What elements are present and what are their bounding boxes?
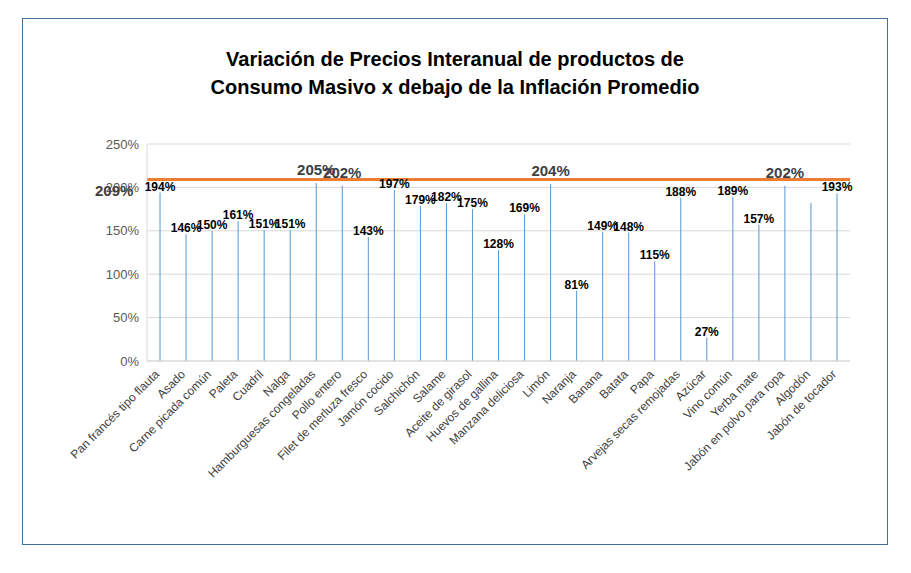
svg-text:169%: 169%: [509, 201, 540, 215]
svg-text:150%: 150%: [106, 223, 140, 238]
svg-text:100%: 100%: [106, 267, 140, 282]
svg-text:27%: 27%: [695, 325, 719, 339]
svg-text:197%: 197%: [379, 177, 410, 191]
svg-text:205%: 205%: [297, 161, 336, 179]
svg-text:143%: 143%: [353, 224, 384, 238]
svg-text:Cuadril: Cuadril: [230, 367, 267, 404]
svg-text:202%: 202%: [323, 164, 361, 181]
svg-text:50%: 50%: [113, 310, 139, 325]
svg-text:Jamón cocido: Jamón cocido: [334, 367, 397, 430]
svg-text:151%: 151%: [248, 216, 280, 231]
svg-text:128%: 128%: [483, 237, 514, 251]
svg-text:193%: 193%: [822, 180, 853, 194]
svg-text:161%: 161%: [222, 208, 254, 223]
html-text:Consumo Masivo x debajo de la: Consumo Masivo x debajo de la Inflación …: [210, 76, 700, 98]
svg-text:Naranja: Naranja: [539, 367, 579, 407]
svg-text:Limón: Limón: [519, 367, 553, 401]
svg-text:Filet de merluza fresco: Filet de merluza fresco: [274, 367, 371, 463]
svg-text:Yerba mate: Yerba mate: [708, 367, 761, 421]
svg-text:209%: 209%: [95, 182, 133, 199]
svg-text:148%: 148%: [613, 220, 644, 234]
svg-text:Azúcar: Azúcar: [672, 367, 709, 404]
svg-text:115%: 115%: [640, 248, 670, 262]
svg-text:Nalga: Nalga: [260, 367, 293, 400]
svg-text:Arvejas secas remojadas: Arvejas secas remojadas: [578, 367, 683, 472]
svg-text:188%: 188%: [665, 185, 696, 199]
svg-text:149%: 149%: [587, 218, 618, 233]
svg-text:Huevos de gallina: Huevos de gallina: [423, 367, 501, 445]
svg-text:Banana: Banana: [566, 367, 605, 406]
svg-text:Vino común: Vino común: [680, 367, 735, 422]
svg-text:Batata: Batata: [596, 367, 631, 402]
svg-text:182%: 182%: [431, 190, 462, 204]
svg-text:179%: 179%: [405, 192, 436, 207]
svg-text:146%: 146%: [170, 221, 202, 236]
svg-text:Paleta: Paleta: [206, 367, 241, 402]
svg-text:157%: 157%: [744, 212, 775, 226]
svg-text:Jabón en polvo para ropa: Jabón en polvo para ropa: [681, 367, 787, 473]
svg-text:204%: 204%: [531, 162, 569, 179]
svg-text:Jabón de tocador: Jabón de tocador: [764, 367, 839, 442]
svg-text:Algodón: Algodón: [772, 367, 814, 409]
svg-text:Hamburguesas congeladas: Hamburguesas congeladas: [205, 367, 318, 480]
svg-text:189%: 189%: [717, 184, 748, 198]
svg-text:194%: 194%: [145, 180, 176, 194]
svg-text:Salchichón: Salchichón: [371, 367, 423, 419]
svg-text:250%: 250%: [106, 137, 140, 152]
svg-text:202%: 202%: [766, 164, 804, 181]
svg-text:Salame: Salame: [409, 367, 449, 406]
svg-text:Asado: Asado: [154, 367, 189, 402]
svg-text:Papa: Papa: [627, 367, 657, 397]
html-text:Variación de Precios Interanua: Variación de Precios Interanual de produ…: [226, 48, 684, 70]
svg-text:151%: 151%: [275, 217, 306, 231]
svg-text:Aceite de girasol: Aceite de girasol: [402, 367, 475, 440]
svg-text:0%: 0%: [120, 354, 139, 369]
svg-text:81%: 81%: [565, 278, 589, 292]
svg-text:Pollo entero: Pollo entero: [289, 367, 345, 423]
svg-text:150%: 150%: [196, 217, 228, 232]
svg-text:Manzana deliciosa: Manzana deliciosa: [446, 367, 526, 447]
svg-text:Pan francés tipo flauta: Pan francés tipo flauta: [68, 367, 163, 462]
svg-text:Carne picada común: Carne picada común: [126, 367, 214, 455]
svg-text:175%: 175%: [457, 196, 488, 210]
